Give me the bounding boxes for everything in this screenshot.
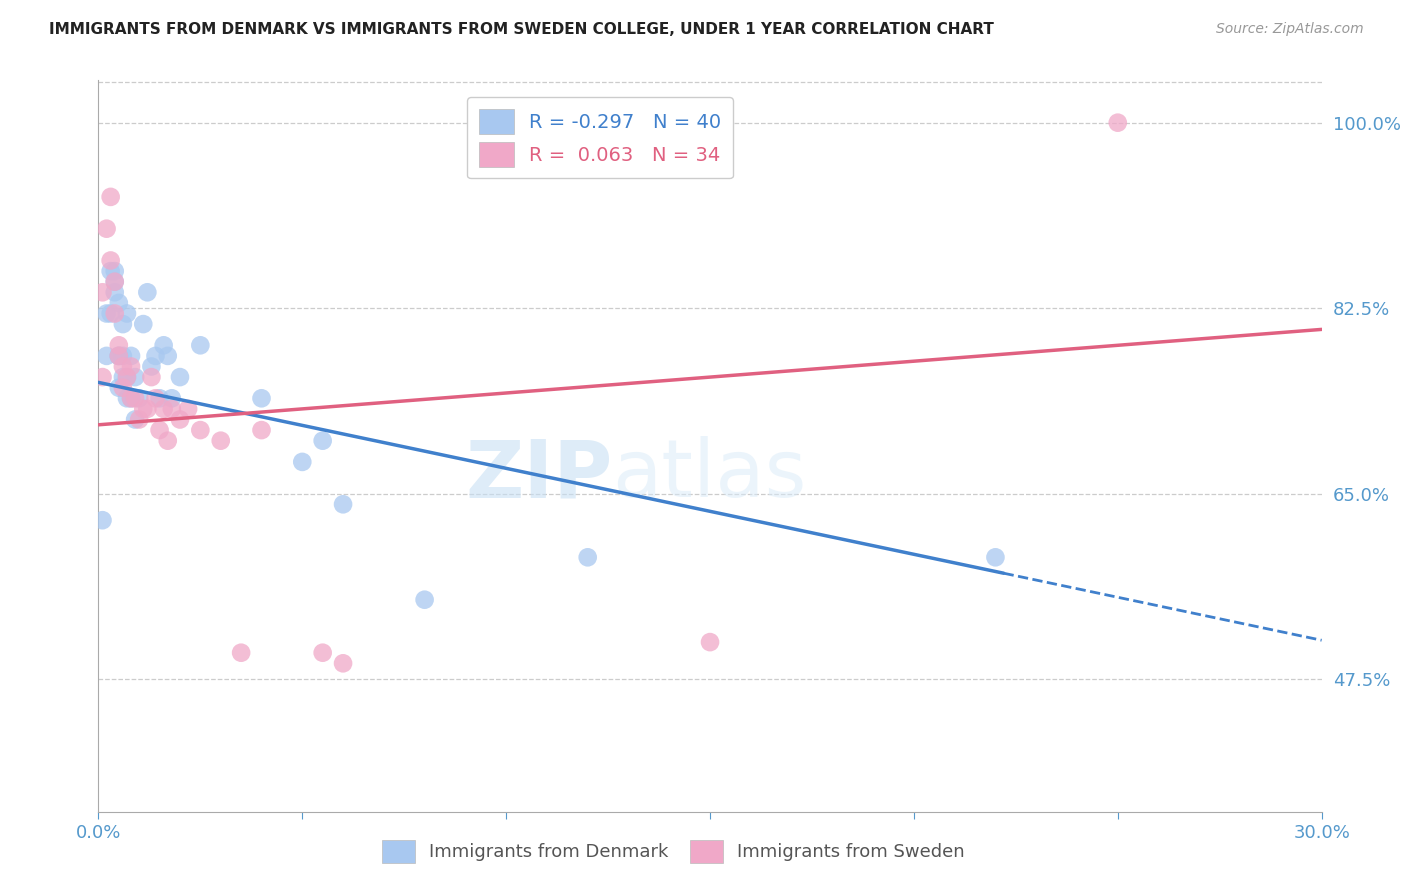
Point <box>96 306 118 320</box>
Point <box>312 646 335 660</box>
Point <box>156 434 179 448</box>
Point <box>104 275 127 289</box>
Point <box>91 513 114 527</box>
Point <box>104 285 127 300</box>
Point <box>699 635 721 649</box>
Point <box>111 317 134 331</box>
Point <box>188 423 212 437</box>
Point <box>156 349 179 363</box>
Point <box>132 317 155 331</box>
Text: ZIP: ZIP <box>465 436 612 515</box>
Point <box>128 392 150 406</box>
Point <box>115 370 138 384</box>
Point <box>104 275 127 289</box>
Point <box>115 392 138 406</box>
Point <box>100 264 122 278</box>
Point <box>160 392 183 406</box>
Point <box>115 306 138 320</box>
Point <box>111 381 134 395</box>
Point <box>111 349 134 363</box>
Point <box>108 349 131 363</box>
Point <box>91 285 114 300</box>
Point <box>120 392 142 406</box>
Point <box>136 401 159 416</box>
Point <box>108 296 131 310</box>
Point <box>100 306 122 320</box>
Point <box>149 392 172 406</box>
Point <box>111 359 134 374</box>
Point <box>128 412 150 426</box>
Point <box>177 401 200 416</box>
Point <box>250 423 273 437</box>
Point <box>145 392 167 406</box>
Point <box>152 401 174 416</box>
Point <box>312 434 335 448</box>
Point <box>108 349 131 363</box>
Point <box>576 550 599 565</box>
Point <box>149 423 172 437</box>
Text: Source: ZipAtlas.com: Source: ZipAtlas.com <box>1216 22 1364 37</box>
Text: atlas: atlas <box>612 436 807 515</box>
Point <box>136 285 159 300</box>
Point <box>1107 116 1129 130</box>
Point <box>145 349 167 363</box>
Point <box>108 338 131 352</box>
Point <box>120 392 142 406</box>
Point <box>132 401 155 416</box>
Point <box>332 657 354 671</box>
Point <box>96 221 118 235</box>
Point <box>332 497 354 511</box>
Point <box>209 434 232 448</box>
Point <box>96 349 118 363</box>
Point <box>291 455 314 469</box>
Point <box>250 392 273 406</box>
Text: IMMIGRANTS FROM DENMARK VS IMMIGRANTS FROM SWEDEN COLLEGE, UNDER 1 YEAR CORRELAT: IMMIGRANTS FROM DENMARK VS IMMIGRANTS FR… <box>49 22 994 37</box>
Point <box>115 370 138 384</box>
Point <box>100 253 122 268</box>
Point <box>141 370 163 384</box>
Point <box>984 550 1007 565</box>
Point <box>413 592 436 607</box>
Point <box>124 412 146 426</box>
Point <box>188 338 212 352</box>
Point <box>152 338 174 352</box>
Point <box>124 370 146 384</box>
Point <box>169 370 191 384</box>
Point <box>120 349 142 363</box>
Point <box>141 359 163 374</box>
Point <box>108 381 131 395</box>
Point <box>100 190 122 204</box>
Point <box>104 306 127 320</box>
Point <box>160 401 183 416</box>
Point <box>104 264 127 278</box>
Point <box>91 370 114 384</box>
Point <box>169 412 191 426</box>
Point <box>108 349 131 363</box>
Point <box>111 370 134 384</box>
Point <box>120 359 142 374</box>
Legend: Immigrants from Denmark, Immigrants from Sweden: Immigrants from Denmark, Immigrants from… <box>373 831 973 872</box>
Point <box>124 392 146 406</box>
Point <box>231 646 253 660</box>
